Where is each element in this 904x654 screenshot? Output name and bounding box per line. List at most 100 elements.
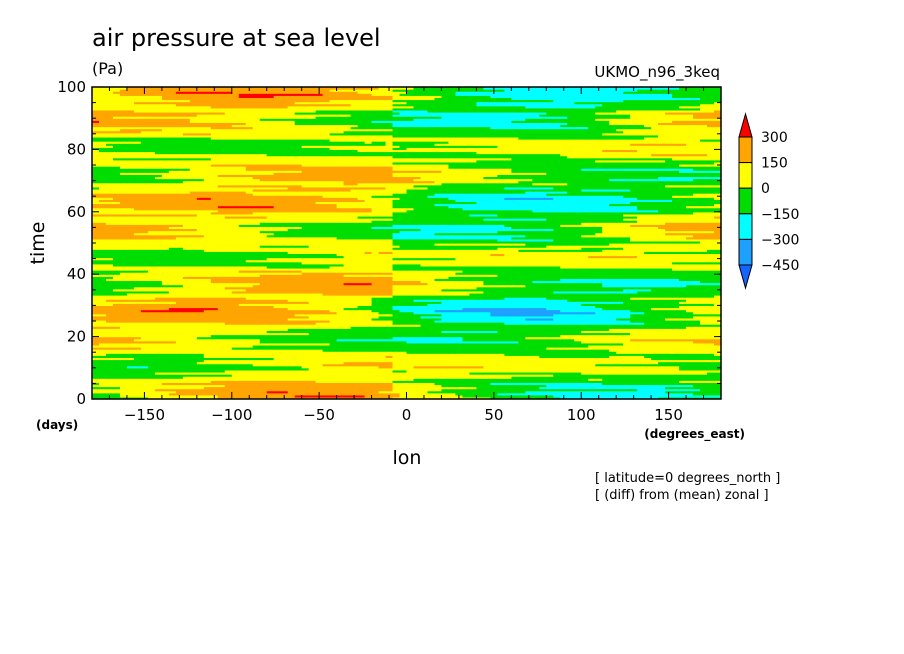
heatmap-cell	[707, 386, 715, 390]
heatmap-cell	[581, 390, 589, 394]
heatmap-cell	[224, 376, 233, 379]
heatmap-cell	[504, 388, 512, 392]
heatmap-cell	[630, 390, 638, 394]
heatmap-cell	[147, 374, 156, 377]
heatmap-cell	[147, 388, 156, 392]
heatmap-cell	[343, 367, 352, 371]
heatmap-cell	[693, 386, 701, 390]
heatmap-cell	[98, 374, 107, 377]
heatmap-cell	[665, 369, 673, 373]
heatmap-cell	[392, 367, 401, 371]
heatmap-cell	[273, 382, 282, 386]
heatmap-cell	[266, 394, 275, 398]
heatmap-cell	[462, 388, 470, 392]
heatmap-cell	[133, 369, 142, 373]
heatmap-cell	[392, 392, 401, 396]
heatmap-cell	[637, 380, 645, 383]
heatmap-cell	[413, 374, 422, 377]
heatmap-cell	[462, 371, 470, 375]
heatmap-cell	[357, 374, 366, 377]
heatmap-cell	[525, 388, 533, 392]
heatmap-cell	[441, 390, 450, 394]
heatmap-cell	[532, 367, 540, 371]
heatmap-cell	[441, 386, 450, 390]
heatmap-cell	[658, 390, 666, 394]
heatmap-cell	[434, 374, 443, 377]
heatmap-cell	[462, 386, 470, 390]
heatmap-cell	[105, 384, 114, 388]
heatmap-cell	[378, 369, 387, 373]
heatmap-cell	[189, 394, 198, 398]
heatmap-cell	[329, 380, 338, 383]
heatmap-cell	[294, 371, 303, 375]
heatmap-cell	[700, 392, 708, 396]
heatmap-cell	[413, 378, 422, 381]
heatmap-cell	[413, 382, 422, 386]
heatmap-cell	[504, 376, 512, 379]
heatmap-cell	[280, 386, 289, 390]
heatmap-cell	[259, 384, 268, 388]
heatmap-cell	[413, 386, 422, 390]
heatmap-cell	[371, 394, 380, 398]
heatmap-cell	[581, 396, 589, 399]
heatmap-cell	[140, 365, 149, 369]
heatmap-cell	[364, 394, 373, 398]
heatmap-cell	[133, 365, 142, 369]
heatmap-cell	[707, 390, 715, 394]
heatmap-cell	[182, 394, 191, 398]
heatmap-cell	[259, 392, 268, 396]
heatmap-cell	[182, 392, 191, 396]
heatmap-cell	[532, 392, 540, 396]
heatmap-cell	[385, 384, 394, 388]
heatmap-cell	[119, 390, 128, 394]
heatmap-cell	[273, 394, 282, 398]
heatmap-cell	[350, 386, 359, 390]
heatmap-cell	[511, 369, 519, 373]
heatmap-cell	[266, 374, 275, 377]
heatmap-cell	[434, 384, 443, 388]
heatmap-cell	[504, 394, 512, 398]
heatmap-cell	[92, 396, 100, 399]
heatmap-cell	[679, 374, 687, 377]
heatmap-cell	[560, 388, 568, 392]
heatmap-cell	[504, 374, 512, 377]
heatmap-cell	[567, 396, 575, 399]
heatmap-cell	[518, 390, 526, 394]
heatmap-cell	[714, 388, 721, 392]
heatmap-cell	[308, 396, 317, 399]
heatmap-cell	[196, 380, 205, 383]
heatmap-cell	[679, 369, 687, 373]
heatmap-cell	[714, 384, 721, 388]
heatmap-cell	[224, 378, 233, 381]
heatmap-cell	[539, 386, 547, 390]
heatmap-cell	[126, 380, 135, 383]
heatmap-cell	[112, 396, 121, 399]
heatmap-cell	[525, 392, 533, 396]
heatmap-cell	[140, 388, 149, 392]
heatmap-cell	[560, 374, 568, 377]
heatmap-cell	[112, 371, 121, 375]
heatmap-cell	[385, 369, 394, 373]
heatmap-cell	[245, 367, 254, 371]
heatmap-cell	[679, 371, 687, 375]
heatmap-cell	[357, 367, 366, 371]
heatmap-cell	[427, 376, 436, 379]
heatmap-cell	[581, 376, 589, 379]
heatmap-cell	[196, 394, 205, 398]
heatmap-cell	[497, 376, 505, 379]
heatmap-cell	[273, 392, 282, 396]
heatmap-cell	[504, 384, 512, 388]
heatmap-cell	[427, 380, 436, 383]
heatmap-cell	[189, 396, 198, 399]
heatmap-cell	[273, 388, 282, 392]
heatmap-cell	[224, 371, 233, 375]
heatmap-cell	[294, 376, 303, 379]
heatmap-cell	[399, 390, 408, 394]
heatmap-cell	[203, 367, 212, 371]
heatmap-cell	[588, 384, 596, 388]
heatmap-cell	[518, 396, 526, 399]
heatmap-cell	[350, 369, 359, 373]
heatmap-cell	[92, 365, 100, 369]
heatmap-cell	[574, 388, 582, 392]
heatmap-cell	[441, 369, 450, 373]
